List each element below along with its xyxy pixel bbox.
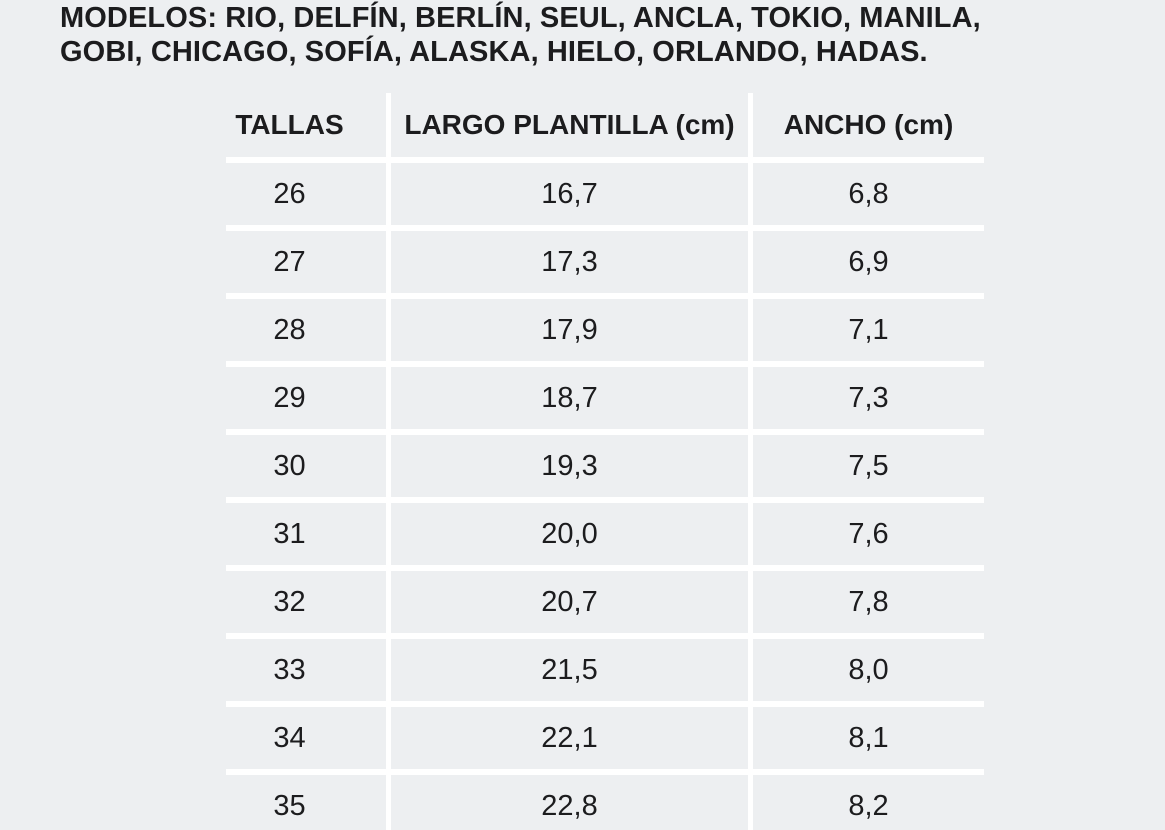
ancho-cell: 6,9	[753, 231, 984, 293]
largo-plantilla-cell: 21,5	[391, 639, 748, 701]
talla-cell: 35	[226, 775, 386, 830]
ancho-cell: 7,6	[753, 503, 984, 565]
largo-plantilla-cell: 18,7	[391, 367, 748, 429]
ancho-cell: 7,1	[753, 299, 984, 361]
largo-plantilla-cell: 19,3	[391, 435, 748, 497]
talla-cell: 30	[226, 435, 386, 497]
largo-plantilla-cell: 17,3	[391, 231, 748, 293]
ancho-cell: 8,2	[753, 775, 984, 830]
talla-cell: 34	[226, 707, 386, 769]
largo-plantilla-cell: 20,7	[391, 571, 748, 633]
models-title: MODELOS: RIO, DELFÍN, BERLÍN, SEUL, ANCL…	[60, 1, 981, 69]
models-title-line2: GOBI, CHICAGO, SOFÍA, ALASKA, HIELO, ORL…	[60, 36, 928, 68]
talla-cell: 32	[226, 571, 386, 633]
size-table: TALLAS LARGO PLANTILLA (cm) ANCHO (cm) 2…	[226, 93, 984, 830]
models-title-line1: MODELOS: RIO, DELFÍN, BERLÍN, SEUL, ANCL…	[60, 2, 981, 34]
ancho-cell: 8,1	[753, 707, 984, 769]
talla-cell: 33	[226, 639, 386, 701]
talla-cell: 26	[226, 163, 386, 225]
ancho-cell: 8,0	[753, 639, 984, 701]
largo-plantilla-cell: 22,8	[391, 775, 748, 830]
ancho-cell: 7,8	[753, 571, 984, 633]
largo-plantilla-cell: 16,7	[391, 163, 748, 225]
talla-cell: 29	[226, 367, 386, 429]
ancho-cell: 7,5	[753, 435, 984, 497]
largo-plantilla-cell: 20,0	[391, 503, 748, 565]
largo-plantilla-cell: 22,1	[391, 707, 748, 769]
largo-plantilla-cell: 17,9	[391, 299, 748, 361]
column-header-ancho: ANCHO (cm)	[753, 93, 984, 157]
column-header-tallas: TALLAS	[226, 93, 386, 157]
column-header-largo-plantilla: LARGO PLANTILLA (cm)	[391, 93, 748, 157]
ancho-cell: 6,8	[753, 163, 984, 225]
ancho-cell: 7,3	[753, 367, 984, 429]
talla-cell: 31	[226, 503, 386, 565]
talla-cell: 27	[226, 231, 386, 293]
talla-cell: 28	[226, 299, 386, 361]
